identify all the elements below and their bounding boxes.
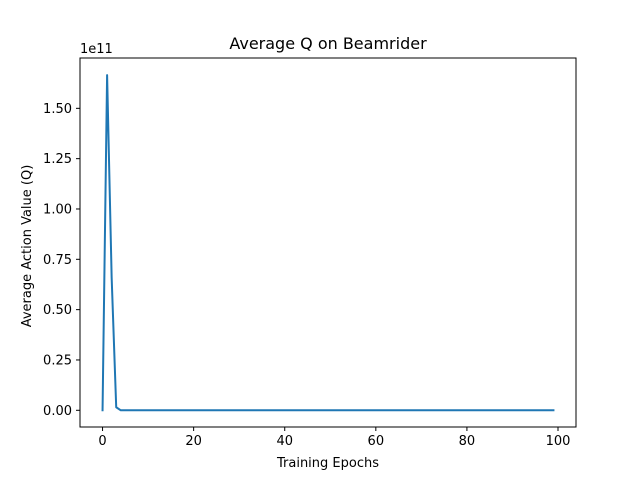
x-tick-label: 100 (546, 434, 571, 449)
y-axis-title: Average Action Value (Q) (20, 165, 35, 328)
series-line-0 (101, 74, 555, 412)
x-tick-label: 40 (276, 434, 293, 449)
plot-frame (79, 57, 577, 428)
x-tick-label: 60 (368, 434, 385, 449)
x-tick-label: 80 (459, 434, 476, 449)
y-axis-offset-text: 1e11 (80, 42, 113, 57)
y-tick-label: 0.50 (43, 303, 72, 318)
y-tick-label: 0.25 (43, 353, 72, 368)
x-tick-label: 20 (185, 434, 202, 449)
chart-title: Average Q on Beamrider (229, 34, 427, 53)
x-tick-label: 0 (98, 434, 106, 449)
y-tick-label: 0.00 (43, 404, 72, 419)
y-tick-label: 1.25 (43, 152, 72, 167)
plot-area (79, 57, 577, 428)
axis-ticks: 0 20 40 60 80 100 0.00 0.25 0.50 0.75 1.00 1.25 1.50 (43, 102, 570, 449)
y-tick-label: 1.50 (43, 102, 72, 117)
y-tick-label: 0.75 (43, 253, 72, 268)
y-tick-label: 1.00 (43, 202, 72, 217)
x-axis-title: Training Epochs (276, 456, 379, 471)
